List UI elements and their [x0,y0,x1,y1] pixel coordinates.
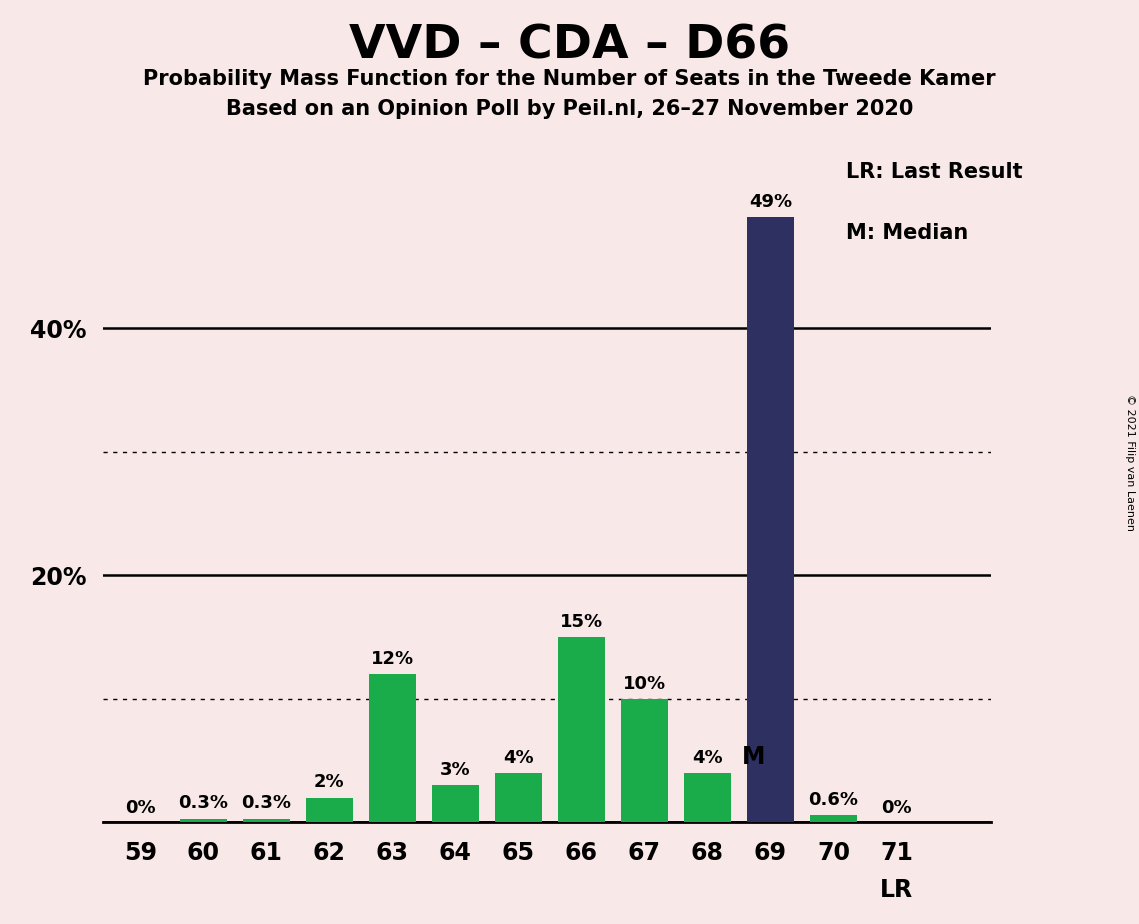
Text: 0%: 0% [125,799,156,818]
Bar [494,773,542,822]
Text: 4%: 4% [503,748,534,767]
Text: 3%: 3% [440,761,470,779]
Text: M: M [741,746,765,770]
Text: LR: LR [879,879,913,902]
Text: 10%: 10% [623,675,666,693]
Text: 49%: 49% [748,193,792,212]
Bar [369,675,416,822]
Text: LR: Last Result: LR: Last Result [846,162,1023,182]
Text: Based on an Opinion Poll by Peil.nl, 26–27 November 2020: Based on an Opinion Poll by Peil.nl, 26–… [226,99,913,119]
Bar [305,797,353,822]
Text: 0.3%: 0.3% [241,795,292,812]
Text: Probability Mass Function for the Number of Seats in the Tweede Kamer: Probability Mass Function for the Number… [144,69,995,90]
Text: 0.3%: 0.3% [179,795,228,812]
Bar [683,773,731,822]
Text: VVD – CDA – D66: VVD – CDA – D66 [349,23,790,68]
Text: 0%: 0% [882,799,911,818]
Bar [432,785,480,822]
Bar [747,217,794,822]
Bar [558,638,605,822]
Text: 4%: 4% [693,748,723,767]
Text: © 2021 Filip van Laenen: © 2021 Filip van Laenen [1125,394,1134,530]
Text: 15%: 15% [559,613,603,631]
Text: 0.6%: 0.6% [809,791,859,808]
Bar [243,819,290,822]
Text: 2%: 2% [314,773,345,792]
Bar [180,819,227,822]
Text: M: Median: M: Median [846,224,968,244]
Bar [810,815,857,822]
Bar [621,699,667,822]
Text: 12%: 12% [371,650,413,668]
